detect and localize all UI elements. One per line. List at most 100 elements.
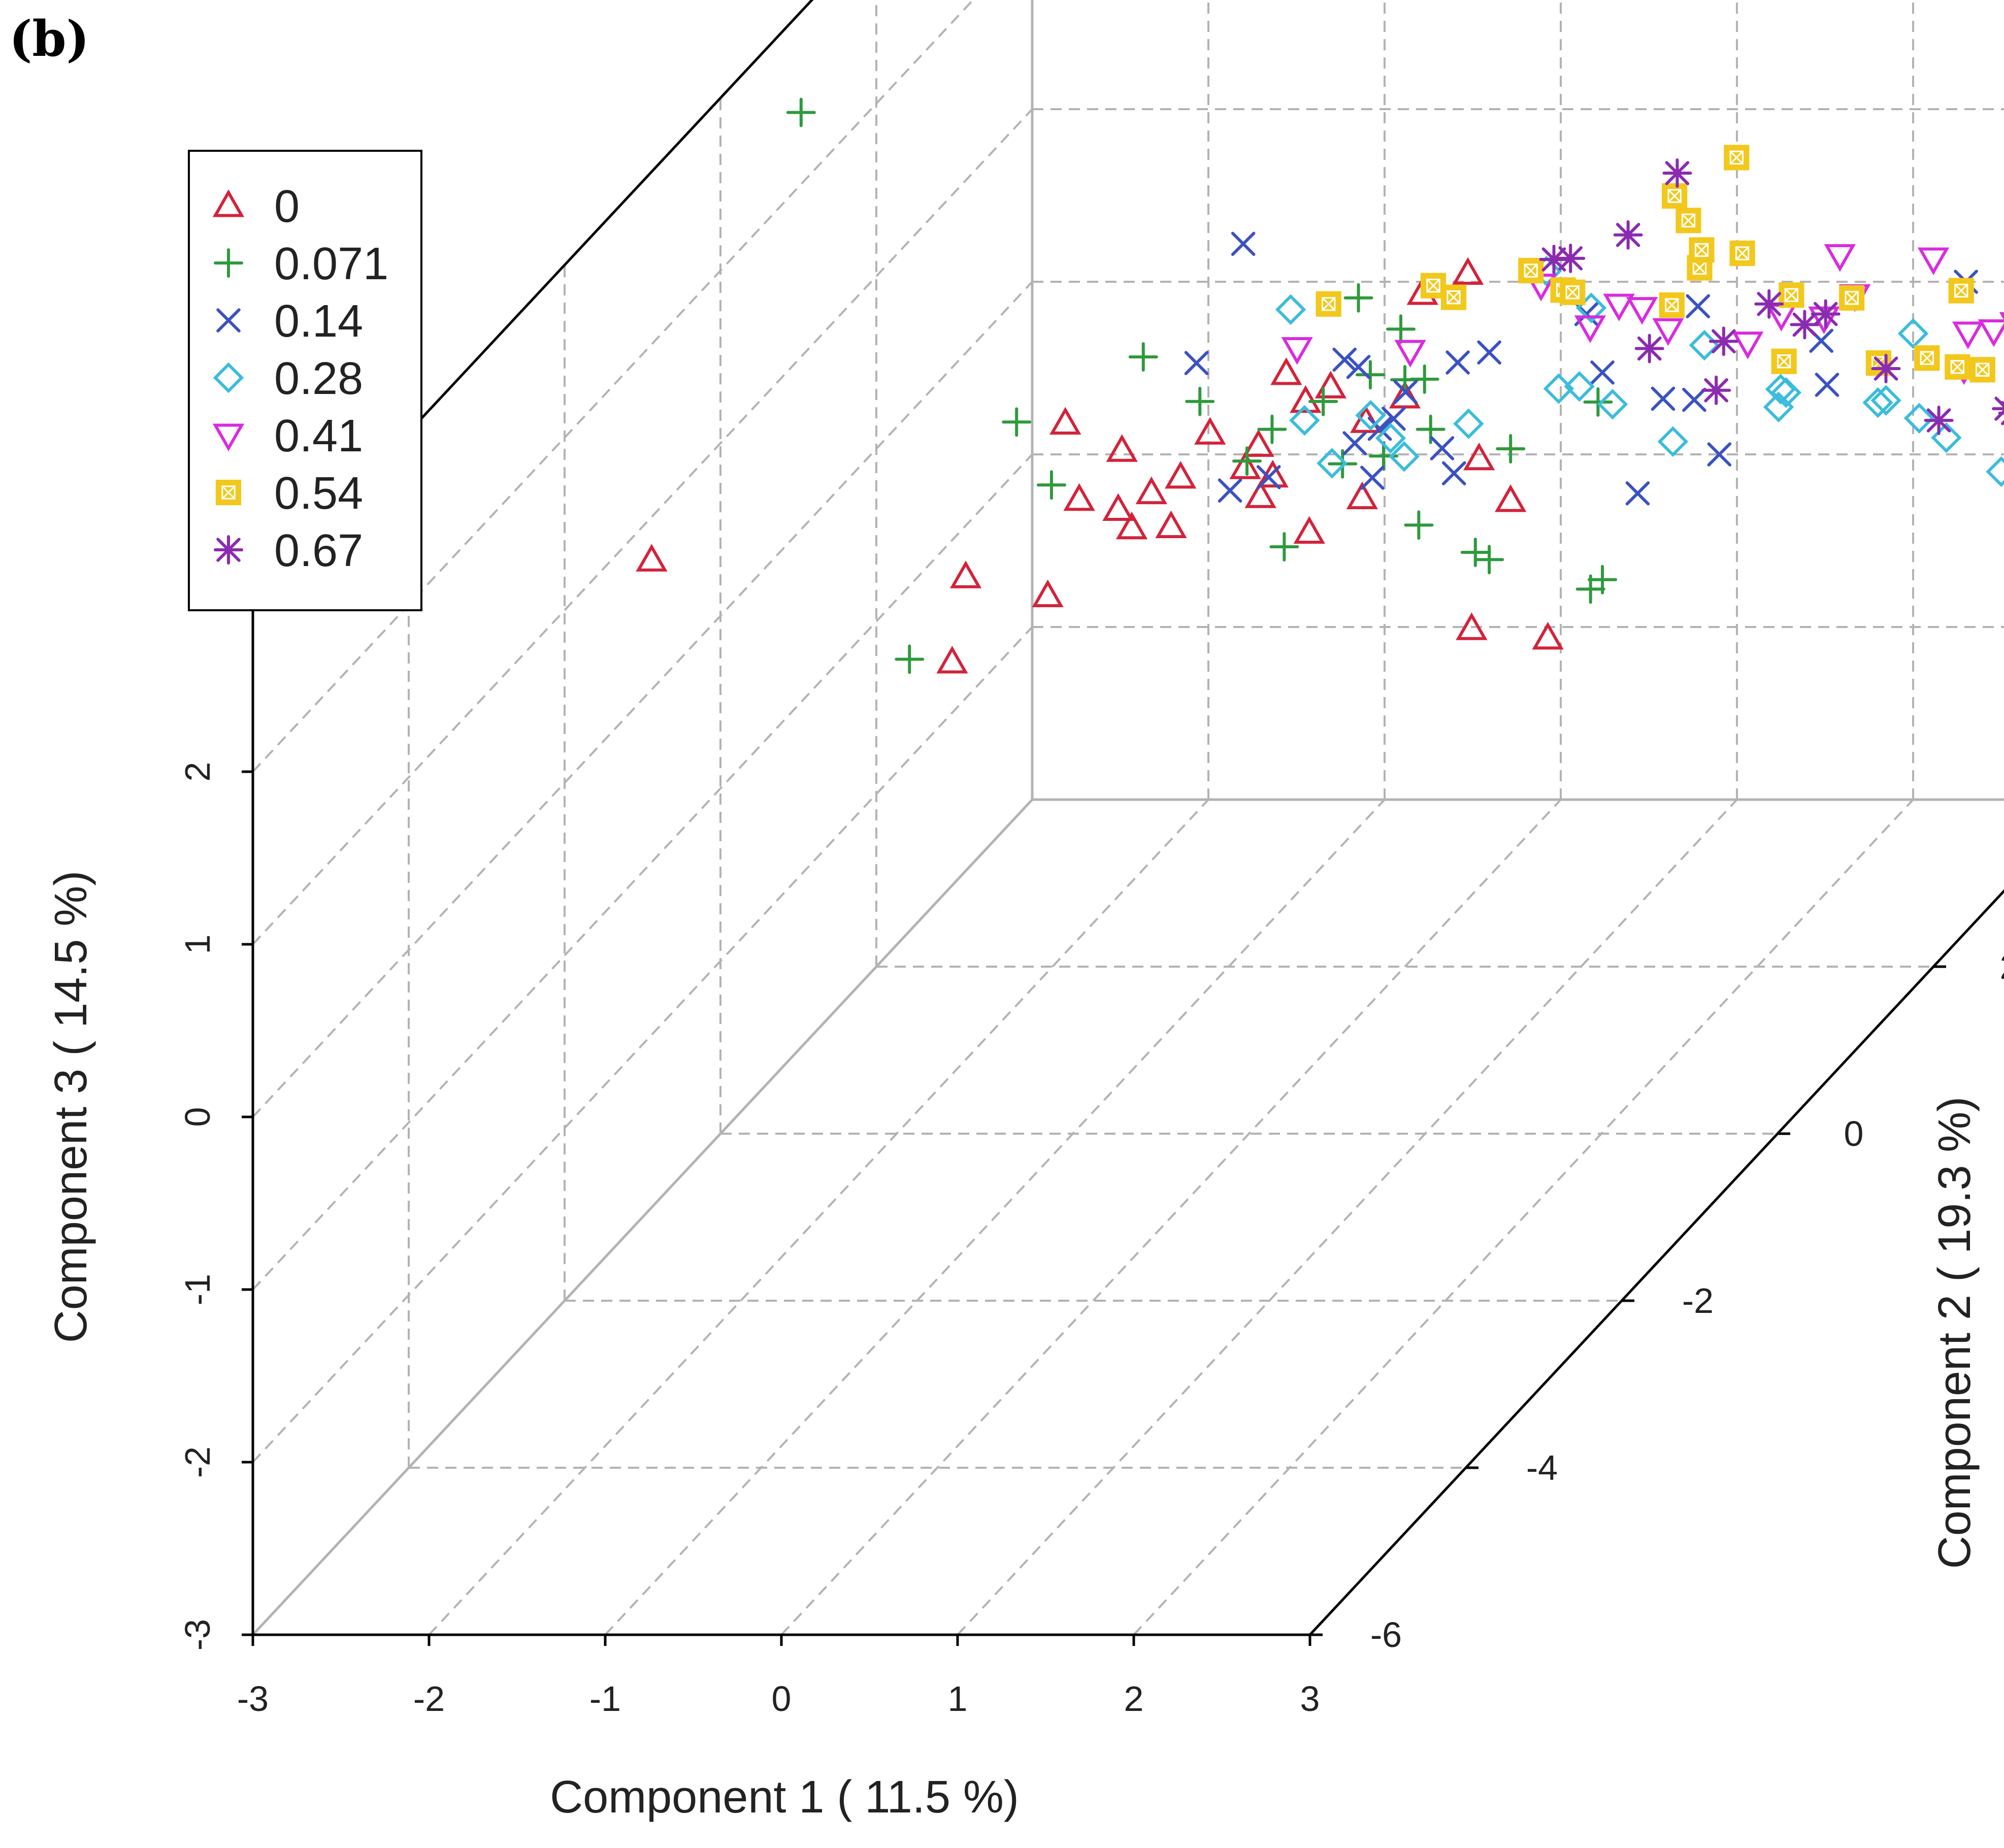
data-point <box>895 644 925 674</box>
grid-line <box>957 799 1738 1636</box>
data-point <box>1914 345 1940 371</box>
data-point <box>1495 484 1527 512</box>
y-tick-label: -4 <box>1526 1448 1558 1488</box>
back-wall-grid <box>1031 0 2004 801</box>
data-point <box>1256 465 1281 489</box>
grid-line <box>252 626 1033 1463</box>
data-point <box>1986 456 2004 487</box>
data-point <box>1343 283 1373 313</box>
data-point <box>1597 389 1628 420</box>
data-point <box>1317 448 1348 479</box>
x-tick-label: 1 <box>948 1679 968 1719</box>
y-axis-line <box>1309 889 2004 1636</box>
data-point <box>1165 460 1197 489</box>
legend: 0 0.071 0.14 0.28 0.41 0.54 0.67 <box>188 150 422 611</box>
data-point <box>1564 371 1595 402</box>
panel-label: (b) <box>9 10 89 68</box>
legend-label: 0.67 <box>274 525 363 576</box>
data-point <box>1659 292 1685 318</box>
data-point <box>1275 294 1306 325</box>
data-point <box>1135 476 1167 505</box>
data-point <box>1430 436 1455 460</box>
data-point <box>1456 612 1488 640</box>
data-point <box>1463 442 1495 471</box>
data-point <box>1634 334 1664 364</box>
grid-line <box>252 453 1033 1291</box>
data-point <box>1824 244 1856 272</box>
legend-label: 0.14 <box>274 296 363 347</box>
data-point <box>1707 442 1732 467</box>
z-tick-label: -3 <box>178 1619 217 1651</box>
data-point <box>1390 365 1420 394</box>
data-point <box>1560 279 1586 305</box>
data-point <box>1355 400 1386 431</box>
legend-marker <box>212 423 245 452</box>
data-point <box>1689 237 1715 263</box>
data-point <box>1355 360 1385 390</box>
legend-marker <box>215 479 242 506</box>
data-point <box>1244 480 1276 508</box>
data-point <box>1625 481 1650 506</box>
data-point <box>1676 208 1701 234</box>
data-point <box>1682 387 1706 412</box>
data-point <box>636 544 668 572</box>
grid-line <box>1309 889 2004 1636</box>
data-point <box>1657 426 1689 457</box>
series-0 <box>636 257 1564 674</box>
data-point <box>1815 373 1839 397</box>
data-point <box>1128 342 1158 372</box>
data-point <box>1613 220 1643 250</box>
data-point <box>1583 387 1613 417</box>
data-point <box>1779 282 1804 308</box>
data-point <box>1729 240 1755 267</box>
data-point <box>786 97 816 127</box>
grid-line <box>1133 799 1914 1636</box>
data-point <box>1770 377 1801 408</box>
data-point <box>1231 232 1256 256</box>
z-axis-label: Component 3 ( 14.5 %) <box>46 871 96 1343</box>
data-point <box>1574 315 1606 343</box>
y-tick-label: 2 <box>2000 947 2004 986</box>
data-point <box>1367 416 1392 441</box>
data-point <box>1386 314 1416 344</box>
data-point <box>1185 386 1215 416</box>
series-5 <box>1316 145 1995 383</box>
data-point <box>1420 273 1447 299</box>
data-point <box>949 560 982 588</box>
legend-label: 0.54 <box>274 468 363 519</box>
data-point <box>1316 291 1341 317</box>
data-point <box>1496 434 1526 464</box>
data-point <box>1924 406 1954 435</box>
data-point <box>1375 422 1406 454</box>
data-point <box>1811 299 1841 329</box>
data-point <box>1790 310 1820 340</box>
data-point <box>1382 406 1406 431</box>
data-point <box>1242 429 1274 457</box>
grid-line <box>252 108 1033 945</box>
data-point <box>1389 441 1420 472</box>
x-tick-label: 2 <box>1124 1679 1144 1719</box>
data-point <box>936 645 968 674</box>
data-point <box>1346 354 1371 379</box>
data-point <box>1102 493 1134 521</box>
data-point <box>1590 360 1615 385</box>
data-point <box>1452 257 1484 285</box>
data-point <box>1106 434 1138 462</box>
data-point <box>1992 397 2004 421</box>
legend-marker <box>214 248 243 278</box>
data-point <box>1917 247 1950 276</box>
data-point <box>1662 183 1688 209</box>
legend-label: 0.28 <box>274 353 363 404</box>
data-point <box>1346 481 1378 509</box>
data-point <box>1575 574 1605 604</box>
data-point <box>1978 319 2004 347</box>
data-point <box>1393 380 1418 404</box>
data-point <box>1952 321 1984 349</box>
data-points <box>636 97 2004 674</box>
data-point <box>1032 579 1064 607</box>
data-point <box>1269 532 1299 562</box>
data-point <box>1870 385 1901 416</box>
floor-grid <box>252 799 2004 1636</box>
legend-box <box>188 150 422 611</box>
